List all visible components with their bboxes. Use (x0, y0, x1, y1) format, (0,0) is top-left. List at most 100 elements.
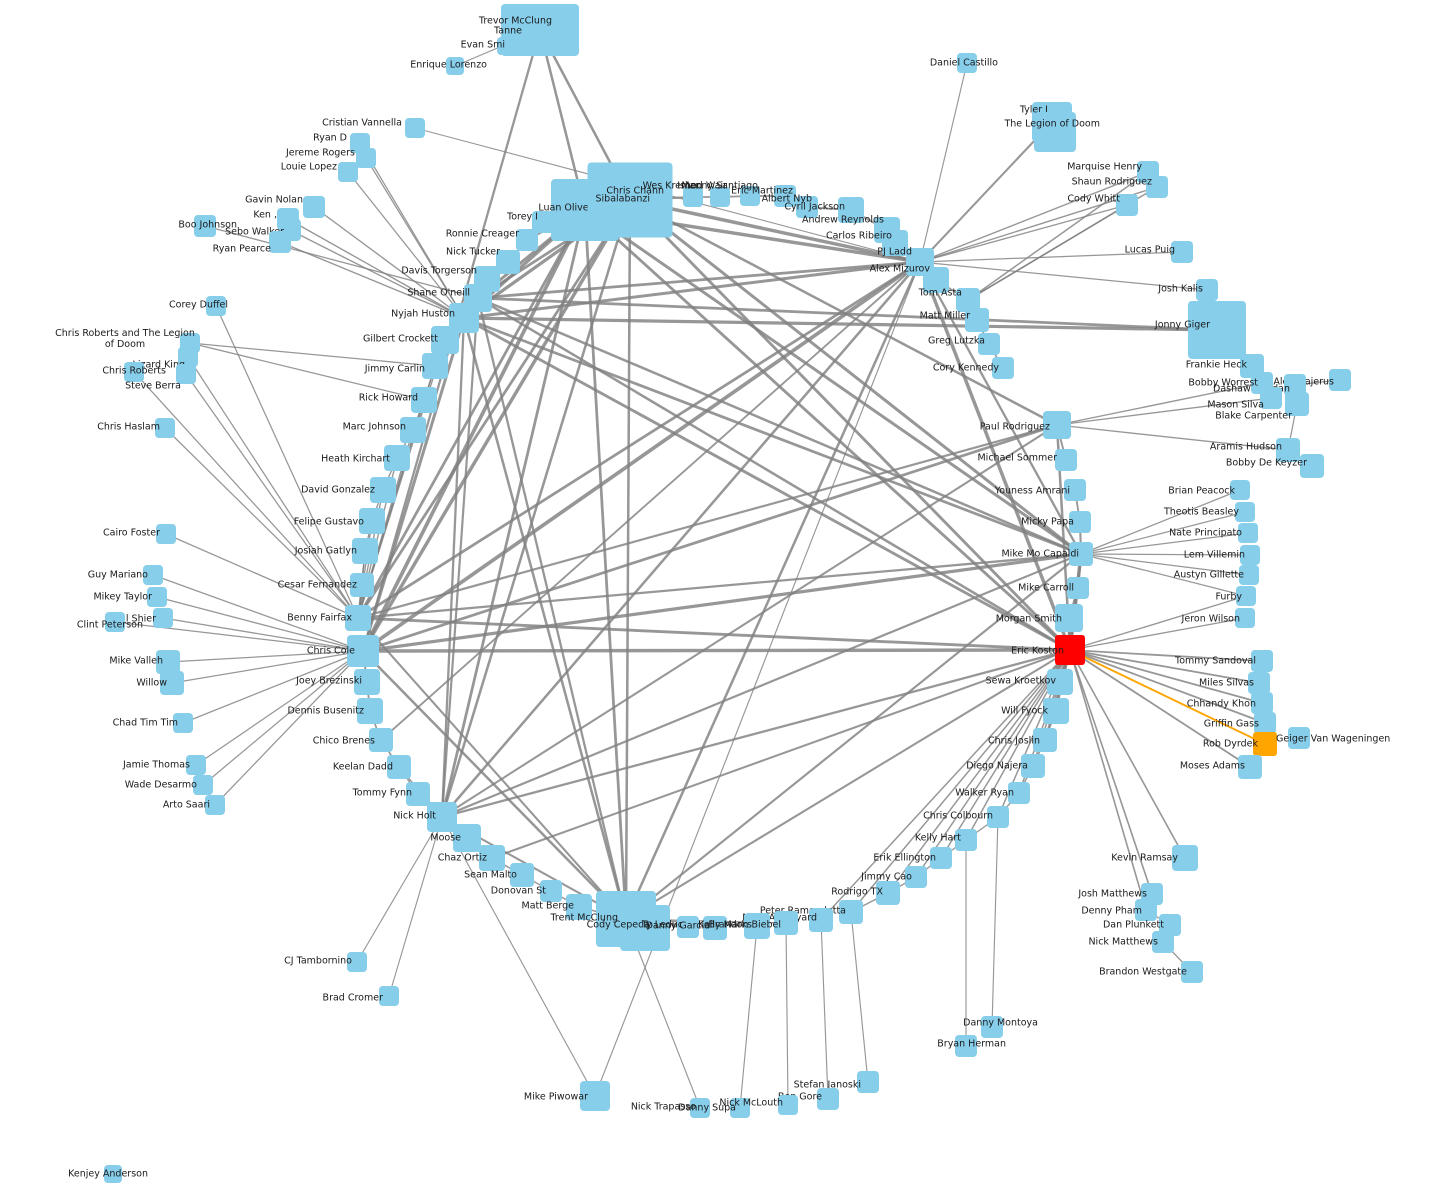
graph-node[interactable] (839, 900, 863, 924)
graph-node[interactable] (1159, 914, 1181, 936)
graph-node[interactable] (817, 1088, 839, 1110)
graph-node[interactable] (1172, 845, 1198, 871)
graph-node[interactable] (1008, 782, 1030, 804)
graph-node[interactable] (955, 829, 977, 851)
graph-node[interactable] (345, 605, 371, 631)
graph-node[interactable] (104, 1165, 122, 1183)
graph-node[interactable] (683, 187, 703, 207)
graph-node[interactable] (406, 782, 430, 806)
graph-node[interactable] (1196, 279, 1218, 301)
graph-node[interactable] (744, 913, 770, 939)
graph-node[interactable] (479, 845, 505, 871)
graph-node[interactable] (882, 230, 908, 256)
graph-node[interactable] (516, 229, 538, 251)
graph-node[interactable] (497, 37, 519, 55)
graph-node[interactable] (955, 1035, 977, 1057)
graph-node[interactable] (160, 671, 184, 695)
graph-node[interactable] (774, 185, 796, 207)
graph-node[interactable] (580, 1081, 610, 1111)
graph-node[interactable] (431, 326, 459, 354)
graph-node[interactable] (1055, 604, 1083, 632)
graph-node[interactable] (710, 187, 730, 207)
graph-node[interactable] (987, 806, 1009, 828)
graph-node[interactable] (1135, 899, 1157, 921)
graph-node[interactable] (677, 916, 699, 938)
graph-node[interactable] (156, 524, 176, 544)
graph-node[interactable] (905, 866, 927, 888)
graph-node[interactable] (965, 308, 989, 332)
graph-node[interactable] (1248, 672, 1270, 694)
graph-node[interactable] (124, 362, 144, 382)
graph-node[interactable] (978, 333, 1000, 355)
graph-node[interactable] (1055, 635, 1085, 665)
graph-node[interactable] (1188, 301, 1246, 359)
graph-node[interactable] (1300, 454, 1324, 478)
graph-node[interactable] (1239, 565, 1259, 585)
graph-node[interactable] (587, 162, 673, 238)
graph-node[interactable] (153, 608, 173, 628)
graph-node[interactable] (186, 755, 206, 775)
graph-node[interactable] (370, 477, 396, 503)
graph-node[interactable] (1171, 241, 1193, 263)
graph-node[interactable] (356, 148, 376, 168)
graph-node[interactable] (155, 418, 175, 438)
graph-node[interactable] (1260, 387, 1282, 409)
graph-node[interactable] (838, 197, 864, 223)
graph-node[interactable] (532, 211, 554, 233)
graph-node[interactable] (809, 908, 833, 932)
graph-node[interactable] (1235, 608, 1255, 628)
graph-node[interactable] (857, 1071, 879, 1093)
graph-node[interactable] (422, 353, 448, 379)
graph-node[interactable] (1033, 728, 1057, 752)
graph-node[interactable] (1055, 449, 1077, 471)
graph-node[interactable] (540, 880, 562, 902)
graph-node[interactable] (1254, 712, 1276, 734)
graph-node[interactable] (1251, 650, 1273, 672)
graph-node[interactable] (379, 986, 399, 1006)
graph-node[interactable] (354, 669, 380, 695)
graph-node[interactable] (957, 53, 977, 73)
graph-node[interactable] (1069, 542, 1093, 566)
graph-node[interactable] (1236, 586, 1256, 606)
graph-node[interactable] (923, 267, 949, 293)
graph-node[interactable] (1284, 374, 1306, 396)
graph-node[interactable] (703, 916, 727, 940)
graph-node[interactable] (690, 1098, 710, 1118)
graph-node[interactable] (411, 387, 437, 413)
graph-node[interactable] (981, 1016, 1003, 1038)
graph-node[interactable] (193, 775, 213, 795)
graph-node[interactable] (620, 905, 670, 951)
graph-node[interactable] (1329, 369, 1351, 391)
graph-node[interactable] (1069, 511, 1091, 533)
graph-node[interactable] (566, 894, 592, 920)
graph-node[interactable] (357, 698, 383, 724)
graph-node[interactable] (740, 186, 760, 206)
graph-node[interactable] (178, 347, 198, 367)
graph-node[interactable] (206, 296, 226, 316)
graph-node[interactable] (352, 538, 378, 564)
graph-node[interactable] (359, 508, 385, 534)
graph-node[interactable] (176, 364, 196, 384)
graph-node[interactable] (347, 635, 379, 667)
graph-node[interactable] (992, 357, 1014, 379)
graph-node[interactable] (1251, 692, 1273, 714)
graph-node[interactable] (453, 824, 481, 852)
graph-node[interactable] (1152, 931, 1174, 953)
graph-node[interactable] (369, 728, 393, 752)
graph-node[interactable] (303, 196, 325, 218)
graph-node[interactable] (1043, 698, 1069, 724)
graph-node[interactable] (1235, 502, 1255, 522)
graph-node[interactable] (269, 231, 291, 253)
graph-node[interactable] (1047, 669, 1073, 695)
graph-node[interactable] (510, 863, 534, 887)
graph-node[interactable] (1240, 545, 1260, 565)
graph-node[interactable] (496, 250, 520, 274)
graph-node[interactable] (1064, 479, 1086, 501)
graph-node[interactable] (730, 1098, 750, 1118)
graph-node[interactable] (796, 196, 818, 218)
graph-node[interactable] (1238, 755, 1262, 779)
graph-node[interactable] (876, 881, 900, 905)
graph-node[interactable] (930, 847, 952, 869)
